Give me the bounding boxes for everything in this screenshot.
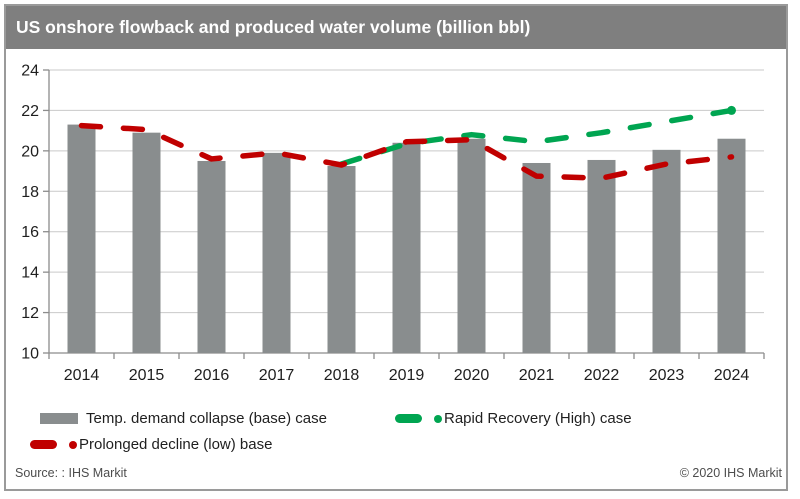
y-tick-label: 14 [21,265,39,282]
legend-label-high-case: Rapid Recovery (High) case [444,410,632,427]
x-tick-label: 2016 [194,367,230,384]
bar-2018 [327,166,356,353]
green-dot-icon [434,414,442,423]
x-tick-label: 2019 [389,367,425,384]
bar-2020 [457,138,486,353]
y-tick-label: 24 [21,63,39,80]
bar-2017 [262,152,291,353]
y-tick-label: 20 [21,143,39,160]
chart-title: US onshore flowback and produced water v… [6,6,786,49]
x-tick-label: 2023 [649,367,685,384]
legend-item-base-case: Temp. demand collapse (base) case [40,410,327,427]
bar-2015 [132,132,161,353]
bar-2024 [717,138,746,353]
legend-item-low-case: Prolonged decline (low) base [30,436,272,453]
red-dot-icon [69,440,77,449]
y-tick-label: 10 [21,346,39,363]
x-tick-label: 2018 [324,367,360,384]
legend-label-low-case: Prolonged decline (low) base [79,436,273,453]
bar-2022 [587,159,616,353]
y-tick-label: 18 [21,184,39,201]
x-tick-label: 2021 [519,367,555,384]
x-tick-label: 2024 [714,367,750,384]
bar-2021 [522,162,551,353]
legend-item-high-case: Rapid Recovery (High) case [395,410,632,427]
x-tick-label: 2020 [454,367,490,384]
line-end-dot [727,105,736,115]
y-tick-label: 12 [21,305,39,322]
source-note: Source: : IHS Markit [15,466,127,480]
x-tick-label: 2017 [259,367,295,384]
line-low-case [78,122,735,181]
copyright-note: © 2020 IHS Markit [679,466,782,480]
x-tick-label: 2014 [64,367,100,384]
legend-label-base-case: Temp. demand collapse (base) case [86,410,327,427]
bar-swatch-icon [40,413,78,424]
x-tick-label: 2022 [584,367,620,384]
green-dash-icon [395,414,422,423]
y-tick-label: 16 [21,224,39,241]
bar-2014 [67,124,96,353]
x-tick-label: 2015 [129,367,165,384]
red-dash-icon [30,440,57,449]
bar-2023 [652,149,681,353]
bar-2019 [392,142,421,353]
bar-2016 [197,160,226,353]
y-tick-label: 22 [21,103,39,120]
